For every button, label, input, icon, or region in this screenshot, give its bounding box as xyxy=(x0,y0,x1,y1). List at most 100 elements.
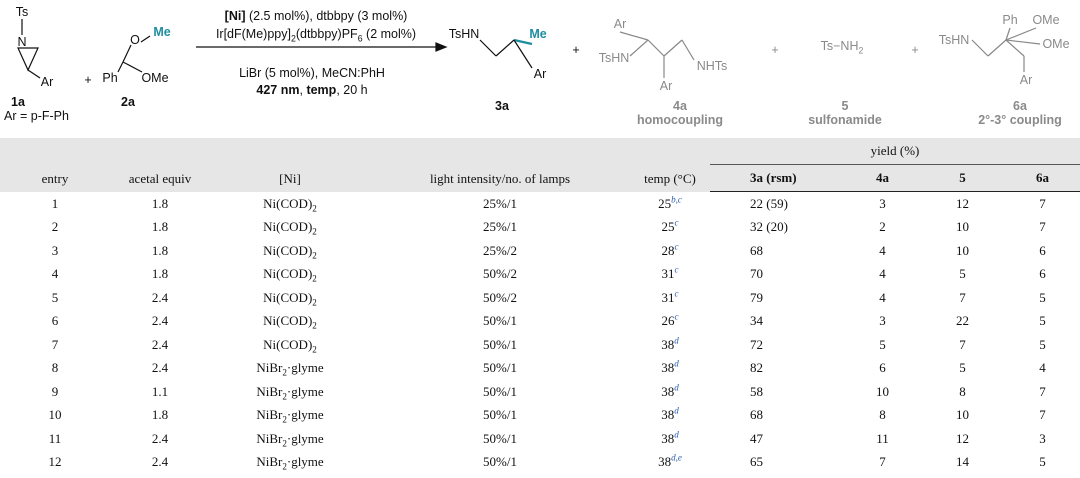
scheme-label: Me xyxy=(529,26,547,41)
text-segment: 31 xyxy=(661,266,675,282)
table-cell: 7 xyxy=(1039,383,1046,399)
scheme-label: [Ni] (2.5 mol%), dtbbpy (3 mol%) xyxy=(225,10,408,23)
scheme-label: Ts−NH2 xyxy=(821,40,864,56)
scheme-label: OMe xyxy=(1042,36,1070,51)
bond xyxy=(1005,39,1025,57)
text-segment: temp xyxy=(306,82,337,97)
text-segment: 2 xyxy=(312,203,317,214)
text-segment: 2 xyxy=(312,226,317,237)
table-cell: 2.4 xyxy=(151,360,169,376)
table-cell: 7 xyxy=(51,336,59,352)
table-row: 12 2.4 NiBr2·glyme 50%/1 38d,e 65 7 14 5 xyxy=(0,451,1080,475)
table-cell: 82 xyxy=(750,360,763,376)
table-cell: 1.8 xyxy=(151,266,169,282)
text-segment: d xyxy=(674,335,679,346)
text-segment: (dtbbpy)PF xyxy=(295,26,358,41)
table-cell: 38d xyxy=(630,404,710,428)
table-cell: 50%/1 xyxy=(483,454,517,470)
text-segment: NiBr xyxy=(256,383,283,399)
table-cell: NiBr2·glyme xyxy=(210,357,370,381)
table-cell: 50%/1 xyxy=(483,383,517,399)
table-row: 11 2.4 NiBr2·glyme 50%/1 38d 47 11 12 3 xyxy=(0,427,1080,451)
arrowhead xyxy=(435,42,448,52)
table-cell: 2.4 xyxy=(151,454,169,470)
table-cell: 6 xyxy=(879,360,886,376)
table-row: 6 2.4 Ni(COD)2 50%/1 26c 34 3 22 5 xyxy=(0,310,1080,334)
table-cell: 5 xyxy=(1039,454,1046,470)
text-segment: 2 xyxy=(858,45,864,56)
table-cell: 68 xyxy=(750,407,763,423)
text-segment: Ni(COD) xyxy=(263,242,313,258)
text-segment: 25 xyxy=(658,195,672,211)
table-cell: NiBr2·glyme xyxy=(210,427,370,451)
text-segment: 2 xyxy=(282,414,287,425)
table-cell: 25%/1 xyxy=(483,195,517,211)
scheme-label: OMe xyxy=(141,70,169,85)
table-cell: 50%/1 xyxy=(483,407,517,423)
table-cell: 25c xyxy=(630,216,710,240)
table-cell: 2 xyxy=(51,219,59,235)
table-cell: NiBr2·glyme xyxy=(210,404,370,428)
bond xyxy=(647,39,665,57)
table-cell: 2.4 xyxy=(151,289,169,305)
table-cell: 31c xyxy=(630,263,710,287)
text-segment: ·glyme xyxy=(286,407,324,423)
table-cell: 7 xyxy=(959,336,966,352)
table-cell: 50%/2 xyxy=(483,266,517,282)
table-cell: 38d xyxy=(630,333,710,357)
text-segment: c xyxy=(674,288,679,299)
column-subheader: 5 xyxy=(920,164,1005,192)
table-cell: 50%/2 xyxy=(483,289,517,305)
table-cell: 6 xyxy=(1039,242,1046,258)
text-segment: 38 xyxy=(661,383,675,399)
scheme-label: Ph xyxy=(1002,12,1018,27)
group-header: yield (%) xyxy=(710,138,1080,165)
table-cell: 22 xyxy=(956,313,969,329)
table-cell: 5 xyxy=(1039,313,1046,329)
text-segment: 2 xyxy=(312,297,317,308)
text-segment: 38 xyxy=(661,430,675,446)
table-cell: 5 xyxy=(1039,289,1046,305)
table-cell: 5 xyxy=(959,266,966,282)
text-segment: c xyxy=(674,217,679,228)
text-segment: 25 xyxy=(661,219,675,235)
text-segment: LiBr (5 mol%), MeCN:PhH xyxy=(239,65,385,80)
table-cell: Ni(COD)2 xyxy=(210,333,370,357)
table-cell: Ni(COD)2 xyxy=(210,286,370,310)
text-segment: 2 xyxy=(282,438,287,449)
text-segment: Ni(COD) xyxy=(263,336,313,352)
scheme-label: Ar xyxy=(1019,72,1033,87)
table-cell: 8 xyxy=(959,383,966,399)
column-header: acetal equiv xyxy=(110,138,210,192)
scheme-label: 1a xyxy=(11,94,25,109)
table-cell: 7 xyxy=(1039,219,1046,235)
table-cell: 25b,c xyxy=(630,192,710,216)
text-segment: Ni(COD) xyxy=(263,195,313,211)
column-header: temp (°C) xyxy=(630,138,710,192)
aziridine xyxy=(17,47,39,72)
scheme-label: 3a xyxy=(495,98,509,113)
scheme-label: TsHN xyxy=(598,50,630,65)
results-table: entry acetal equiv [Ni] light intensity/no.… xyxy=(0,138,1080,474)
table-cell: 5 xyxy=(879,336,886,352)
bond xyxy=(1005,39,1041,45)
table-cell: 5 xyxy=(1039,336,1046,352)
table-cell: 8 xyxy=(879,407,886,423)
text-segment: ·glyme xyxy=(286,383,324,399)
bond xyxy=(987,39,1007,57)
table-cell: 1.8 xyxy=(151,219,169,235)
table-cell: 32 (20) xyxy=(750,219,788,235)
table-cell: 38d,e xyxy=(630,451,710,475)
bond xyxy=(140,35,151,43)
table-cell: Ni(COD)2 xyxy=(210,310,370,334)
text-segment: d xyxy=(674,358,679,369)
column-subheader: 4a xyxy=(845,164,920,192)
table-row: 9 1.1 NiBr2·glyme 50%/1 38d 58 10 8 7 xyxy=(0,380,1080,404)
text-segment: 38 xyxy=(658,454,672,470)
scheme-label: + xyxy=(84,72,92,87)
scheme-label: TsHN xyxy=(938,32,970,47)
table-cell: Ni(COD)2 xyxy=(210,216,370,240)
bond xyxy=(971,39,989,57)
text-segment: 38 xyxy=(661,336,675,352)
table-cell: Ni(COD)2 xyxy=(210,239,370,263)
